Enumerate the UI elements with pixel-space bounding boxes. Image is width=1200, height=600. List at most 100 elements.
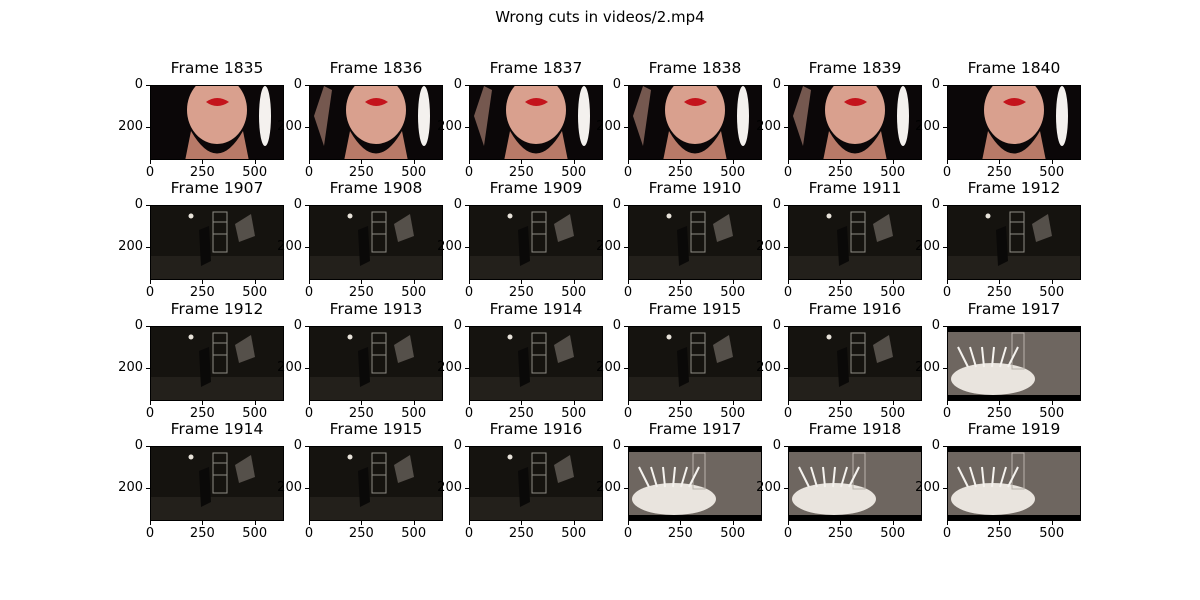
y-tick-label: 200 bbox=[277, 359, 302, 375]
y-tick-label: 0 bbox=[612, 318, 621, 333]
y-tick-mark bbox=[305, 446, 309, 447]
x-tick-mark bbox=[254, 401, 256, 405]
x-tick-mark bbox=[521, 401, 523, 405]
frame-image bbox=[788, 205, 922, 280]
y-tick-label: 0 bbox=[772, 77, 781, 92]
x-tick-mark bbox=[892, 160, 894, 164]
y-tick-mark bbox=[465, 205, 469, 206]
frame-panel: Frame 1836 0 200 0 250 500 bbox=[277, 59, 443, 180]
frame-thumbnail-explosion bbox=[789, 447, 921, 520]
y-tick-mark bbox=[784, 326, 788, 327]
x-tick-label: 250 bbox=[827, 526, 853, 541]
x-tick-mark bbox=[680, 521, 682, 525]
y-tick-label: 200 bbox=[915, 118, 940, 134]
frame-title: Frame 1910 bbox=[648, 179, 742, 197]
x-tick-label: 250 bbox=[189, 165, 215, 180]
y-tick-label: 200 bbox=[277, 479, 302, 495]
y-tick-label: 0 bbox=[772, 318, 781, 333]
y-tick-label: 200 bbox=[118, 238, 143, 254]
frame-panel: Frame 1917 0 200 0 250 500 bbox=[596, 420, 762, 541]
frame-panel: Frame 1909 0 200 0 250 500 bbox=[437, 179, 603, 300]
x-tick-label: 250 bbox=[348, 406, 374, 421]
y-tick-label: 0 bbox=[772, 438, 781, 453]
frame-image bbox=[309, 85, 443, 160]
x-tick-mark bbox=[361, 280, 363, 284]
y-tick-label: 0 bbox=[453, 438, 462, 453]
x-tick-label: 0 bbox=[783, 406, 793, 421]
frame-image bbox=[628, 205, 762, 280]
y-tick-mark bbox=[305, 205, 309, 206]
y-tick-mark bbox=[146, 367, 150, 369]
x-tick-label: 0 bbox=[145, 406, 155, 421]
y-tick-label: 0 bbox=[931, 197, 940, 212]
x-tick-mark bbox=[254, 280, 256, 284]
x-tick-label: 500 bbox=[401, 285, 427, 300]
frame-title: Frame 1913 bbox=[329, 300, 423, 318]
x-tick-mark bbox=[521, 521, 523, 525]
x-tick-mark bbox=[788, 160, 789, 164]
y-tick-mark bbox=[146, 205, 150, 206]
x-tick-mark bbox=[947, 160, 948, 164]
frame-image bbox=[628, 326, 762, 401]
x-tick-mark bbox=[999, 280, 1001, 284]
frame-thumbnail-dark bbox=[948, 206, 1080, 279]
frame-title: Frame 1917 bbox=[967, 300, 1061, 318]
frame-thumbnail-explosion bbox=[948, 327, 1080, 400]
y-tick-label: 200 bbox=[915, 359, 940, 375]
frame-image bbox=[150, 326, 284, 401]
y-tick-mark bbox=[305, 246, 309, 248]
x-tick-label: 0 bbox=[304, 165, 314, 180]
y-tick-label: 200 bbox=[756, 118, 781, 134]
x-tick-mark bbox=[732, 521, 734, 525]
y-tick-label: 0 bbox=[293, 438, 302, 453]
x-tick-label: 0 bbox=[304, 526, 314, 541]
y-tick-label: 200 bbox=[596, 359, 621, 375]
y-tick-label: 200 bbox=[118, 479, 143, 495]
x-tick-label: 250 bbox=[667, 285, 693, 300]
x-tick-mark bbox=[150, 280, 151, 284]
frame-title: Frame 1908 bbox=[329, 179, 423, 197]
x-tick-label: 250 bbox=[986, 406, 1012, 421]
y-tick-mark bbox=[943, 85, 947, 86]
frame-image bbox=[150, 446, 284, 521]
y-tick-label: 0 bbox=[293, 318, 302, 333]
y-tick-label: 0 bbox=[134, 197, 143, 212]
y-tick-label: 0 bbox=[612, 438, 621, 453]
x-tick-label: 500 bbox=[401, 165, 427, 180]
y-tick-label: 200 bbox=[596, 479, 621, 495]
x-tick-mark bbox=[892, 521, 894, 525]
x-tick-label: 250 bbox=[189, 406, 215, 421]
y-tick-label: 200 bbox=[437, 238, 462, 254]
y-tick-label: 200 bbox=[756, 359, 781, 375]
frame-image bbox=[628, 446, 762, 521]
x-tick-label: 0 bbox=[942, 526, 952, 541]
y-tick-mark bbox=[465, 246, 469, 248]
x-tick-label: 0 bbox=[145, 285, 155, 300]
x-tick-mark bbox=[1051, 160, 1053, 164]
y-tick-label: 0 bbox=[453, 318, 462, 333]
y-tick-mark bbox=[624, 246, 628, 248]
frame-title: Frame 1919 bbox=[967, 420, 1061, 438]
x-tick-label: 0 bbox=[942, 165, 952, 180]
x-tick-mark bbox=[892, 280, 894, 284]
y-tick-mark bbox=[624, 205, 628, 206]
x-tick-mark bbox=[309, 280, 310, 284]
frame-panel: Frame 1907 0 200 0 250 500 bbox=[118, 179, 284, 300]
x-tick-mark bbox=[680, 160, 682, 164]
frame-panel: Frame 1835 0 200 0 250 500 bbox=[118, 59, 284, 180]
y-tick-label: 200 bbox=[915, 238, 940, 254]
x-tick-mark bbox=[788, 521, 789, 525]
x-tick-mark bbox=[254, 521, 256, 525]
y-tick-mark bbox=[624, 126, 628, 128]
frame-title: Frame 1835 bbox=[170, 59, 264, 77]
y-tick-label: 200 bbox=[756, 238, 781, 254]
frame-panel: Frame 1915 0 200 0 250 500 bbox=[277, 420, 443, 541]
frame-image bbox=[150, 85, 284, 160]
x-tick-label: 0 bbox=[464, 526, 474, 541]
x-tick-label: 0 bbox=[783, 526, 793, 541]
y-tick-mark bbox=[305, 85, 309, 86]
x-tick-label: 500 bbox=[561, 285, 587, 300]
x-tick-label: 250 bbox=[189, 285, 215, 300]
x-tick-mark bbox=[202, 280, 204, 284]
x-tick-mark bbox=[628, 280, 629, 284]
